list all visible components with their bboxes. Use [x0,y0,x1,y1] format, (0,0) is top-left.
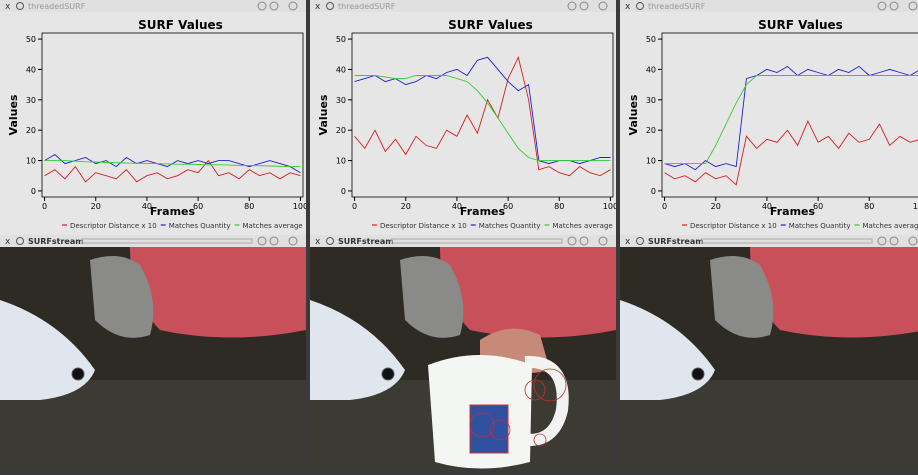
shirt [440,247,616,338]
mug-logo [470,405,508,453]
window: x threadedSURF SURF Values Frames Values 0 10 2… [0,0,310,471]
window-button[interactable] [270,2,278,10]
window-button[interactable] [568,2,576,10]
x-tick-label: 100 [293,202,308,211]
y-axis-label: Values [7,94,20,135]
window: x threadedSURF SURF Values Frames Values 0 10 2… [310,0,620,471]
x-tick-label: 20 [401,202,411,211]
legend-label: Matches average [863,222,918,230]
plot-area [42,33,303,197]
close-button[interactable] [289,2,297,10]
y-tick-label: 0 [31,187,36,196]
y-tick-label: 30 [26,96,36,105]
window-button[interactable] [580,2,588,10]
x-tick-label: 0 [352,202,357,211]
x-axis-label: Frames [460,205,506,218]
window-button[interactable] [580,237,588,245]
legend-label: Descriptor Distance x 10 [380,222,467,230]
shirt [750,247,918,338]
window-button[interactable] [878,237,886,245]
y-tick-label: 0 [341,187,346,196]
stream-title: SURFstream [338,237,394,246]
window-button[interactable] [568,237,576,245]
x-tick-label: 80 [244,202,254,211]
legend-label: Matches Quantity [169,222,231,230]
y-tick-label: 30 [336,96,346,105]
mouse-ball [382,368,394,380]
chart-title: SURF Values [448,18,533,32]
window-button[interactable] [258,237,266,245]
x-tick-label: 100 [603,202,618,211]
close-button[interactable] [909,2,917,10]
y-tick-label: 50 [26,35,36,44]
close-icon[interactable]: x [5,237,11,247]
x-tick-label: 100 [913,202,918,211]
y-tick-label: 10 [646,157,656,166]
window-button[interactable] [890,237,898,245]
y-tick-label: 10 [26,157,36,166]
x-tick-label: 60 [193,202,203,211]
y-tick-label: 0 [651,187,656,196]
window-title: threadedSURF [28,2,86,11]
y-axis-label: Values [627,94,640,135]
window-button[interactable] [878,2,886,10]
screen: x threadedSURF SURF Values Frames Values 0 10 2… [0,0,918,471]
legend-label: Matches Quantity [479,222,541,230]
y-tick-label: 20 [646,126,656,135]
legend-label: Descriptor Distance x 10 [70,222,157,230]
mouse-ball [692,368,704,380]
x-tick-label: 20 [711,202,721,211]
chart-title: SURF Values [138,18,223,32]
close-icon[interactable]: x [315,237,321,247]
legend-label: Descriptor Distance x 10 [690,222,777,230]
x-tick-label: 60 [813,202,823,211]
stream-title: SURFstream [28,237,84,246]
stream-title: SURFstream [648,237,704,246]
legend-label: Matches average [243,222,303,230]
legend-label: Matches average [553,222,613,230]
y-tick-label: 20 [336,126,346,135]
x-tick-label: 20 [91,202,101,211]
y-tick-label: 50 [646,35,656,44]
x-tick-label: 40 [452,202,462,211]
x-tick-label: 80 [864,202,874,211]
x-tick-label: 0 [42,202,47,211]
legend-label: Matches Quantity [789,222,851,230]
y-tick-label: 40 [336,65,346,74]
close-button[interactable] [289,237,297,245]
window-title: threadedSURF [648,2,706,11]
close-icon[interactable]: x [315,2,321,12]
x-tick-label: 80 [554,202,564,211]
window: x threadedSURF SURF Values Frames Values 0 10 2… [620,0,918,471]
y-tick-label: 40 [26,65,36,74]
y-tick-label: 10 [336,157,346,166]
plot-area [662,33,918,197]
x-axis-label: Frames [150,205,196,218]
chart-title: SURF Values [758,18,843,32]
shirt [130,247,306,338]
x-axis-label: Frames [770,205,816,218]
y-axis-label: Values [317,94,330,135]
mouse-ball [72,368,84,380]
close-icon[interactable]: x [625,237,631,247]
close-icon[interactable]: x [5,2,11,12]
close-button[interactable] [599,2,607,10]
x-tick-label: 0 [662,202,667,211]
x-tick-label: 60 [503,202,513,211]
close-button[interactable] [909,237,917,245]
close-button[interactable] [599,237,607,245]
close-icon[interactable]: x [625,2,631,12]
y-tick-label: 40 [646,65,656,74]
window-button[interactable] [258,2,266,10]
window-button[interactable] [270,237,278,245]
y-tick-label: 20 [26,126,36,135]
x-tick-label: 40 [762,202,772,211]
x-tick-label: 40 [142,202,152,211]
window-title: threadedSURF [338,2,396,11]
y-tick-label: 30 [646,96,656,105]
window-button[interactable] [890,2,898,10]
y-tick-label: 50 [336,35,346,44]
desktop: {"windows":[{"title":"threadedSURF"},{"t… [0,0,918,471]
